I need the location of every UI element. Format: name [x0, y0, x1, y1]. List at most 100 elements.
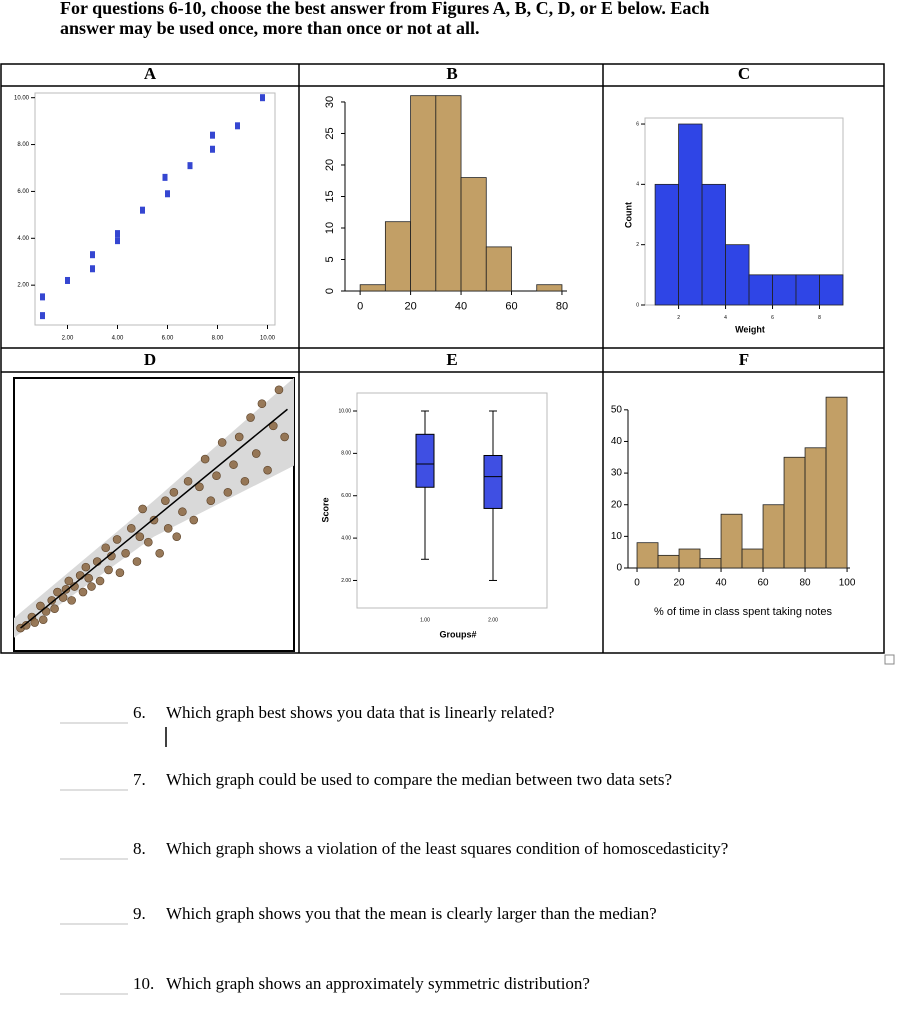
- bar: [783, 456, 806, 569]
- point: [206, 496, 216, 505]
- checkbox[interactable]: [884, 654, 895, 665]
- point: [87, 582, 96, 591]
- y-tick-label: 25: [324, 127, 336, 139]
- x-tick-label: 6.00: [162, 336, 174, 342]
- point: [223, 488, 233, 497]
- point: [115, 230, 120, 238]
- box: [415, 433, 435, 488]
- bar: [804, 447, 827, 569]
- bar: [460, 177, 487, 292]
- y-tick-label: 2.00: [341, 578, 351, 584]
- point: [183, 476, 193, 486]
- point: [187, 162, 193, 170]
- point: [95, 576, 105, 586]
- x-tick-label: 8.00: [212, 336, 224, 342]
- y-tick-label: 4.00: [17, 236, 29, 242]
- point: [115, 568, 125, 577]
- question-number: 7.: [133, 770, 146, 789]
- point: [140, 206, 145, 214]
- point: [169, 488, 179, 497]
- y-tick-label: 30: [324, 96, 336, 108]
- x-axis-label: Groups#: [439, 629, 476, 639]
- question-text: Which graph shows a violation of the lea…: [166, 839, 728, 858]
- point: [121, 548, 130, 558]
- box: [483, 454, 503, 509]
- point: [40, 293, 45, 301]
- point: [217, 438, 227, 447]
- point: [138, 504, 147, 514]
- x-tick-label: 0: [357, 300, 363, 312]
- x-tick-label: 2: [677, 315, 680, 321]
- question-text: Which graph shows an approximately symme…: [166, 974, 590, 993]
- point: [38, 615, 48, 625]
- y-tick-label: 10: [324, 222, 336, 234]
- y-tick-label: 10: [611, 531, 623, 542]
- point: [178, 507, 187, 517]
- x-tick-label: 60: [757, 578, 769, 589]
- point: [126, 524, 136, 533]
- y-tick-label: 0: [616, 563, 622, 574]
- bar: [699, 558, 722, 569]
- point: [195, 482, 204, 492]
- bar: [636, 542, 659, 569]
- point: [240, 476, 250, 486]
- point: [132, 557, 142, 566]
- x-tick-label: 100: [839, 578, 856, 589]
- y-tick-label: 30: [611, 468, 623, 479]
- point: [251, 449, 261, 458]
- point: [112, 535, 122, 544]
- bar: [748, 274, 773, 306]
- y-tick-label: 2: [636, 242, 639, 248]
- x-tick-label: 1.00: [420, 617, 430, 623]
- point: [101, 543, 111, 553]
- figure-label: E: [446, 350, 457, 369]
- y-tick-label: 8.00: [341, 451, 351, 457]
- point: [135, 532, 145, 541]
- x-tick-label: 40: [715, 578, 727, 589]
- bar: [725, 244, 750, 306]
- bar: [657, 554, 680, 569]
- question-number: 9.: [133, 904, 146, 923]
- bar: [825, 396, 848, 569]
- x-tick-label: 6: [771, 315, 774, 321]
- x-tick-label: 60: [505, 300, 517, 312]
- bar: [701, 183, 726, 306]
- point: [161, 496, 170, 505]
- point: [50, 604, 59, 613]
- point: [257, 399, 267, 409]
- point: [90, 265, 95, 273]
- instruction-line: For questions 6-10, choose the best answ…: [60, 0, 709, 18]
- point: [189, 515, 199, 525]
- x-tick-label: 20: [673, 578, 685, 589]
- point: [200, 454, 210, 464]
- point: [229, 460, 238, 469]
- question-number: 6.: [133, 703, 146, 722]
- y-tick-label: 2.00: [17, 283, 29, 289]
- x-tick-label: 4: [724, 315, 727, 321]
- y-axis-label: Score: [320, 497, 330, 522]
- point: [30, 618, 40, 627]
- bar: [536, 284, 563, 292]
- point: [263, 465, 272, 475]
- plot-frame: [34, 92, 276, 326]
- question-number: 8.: [133, 839, 146, 858]
- question-text: Which graph best shows you data that is …: [166, 703, 555, 722]
- point: [268, 421, 278, 431]
- y-tick-label: 0: [324, 288, 336, 294]
- bar: [384, 221, 411, 292]
- bar: [819, 274, 844, 306]
- x-axis-label: Weight: [735, 324, 765, 334]
- point: [78, 587, 88, 597]
- point: [104, 565, 113, 575]
- point: [210, 131, 215, 139]
- x-tick-label: 80: [799, 578, 811, 589]
- figure-label: B: [446, 64, 457, 83]
- figure-label: C: [738, 64, 750, 83]
- y-tick-label: 20: [611, 499, 623, 510]
- x-tick-label: 0: [634, 578, 640, 589]
- bar: [772, 274, 797, 306]
- point: [115, 237, 120, 245]
- bar: [654, 183, 679, 306]
- point: [84, 573, 93, 583]
